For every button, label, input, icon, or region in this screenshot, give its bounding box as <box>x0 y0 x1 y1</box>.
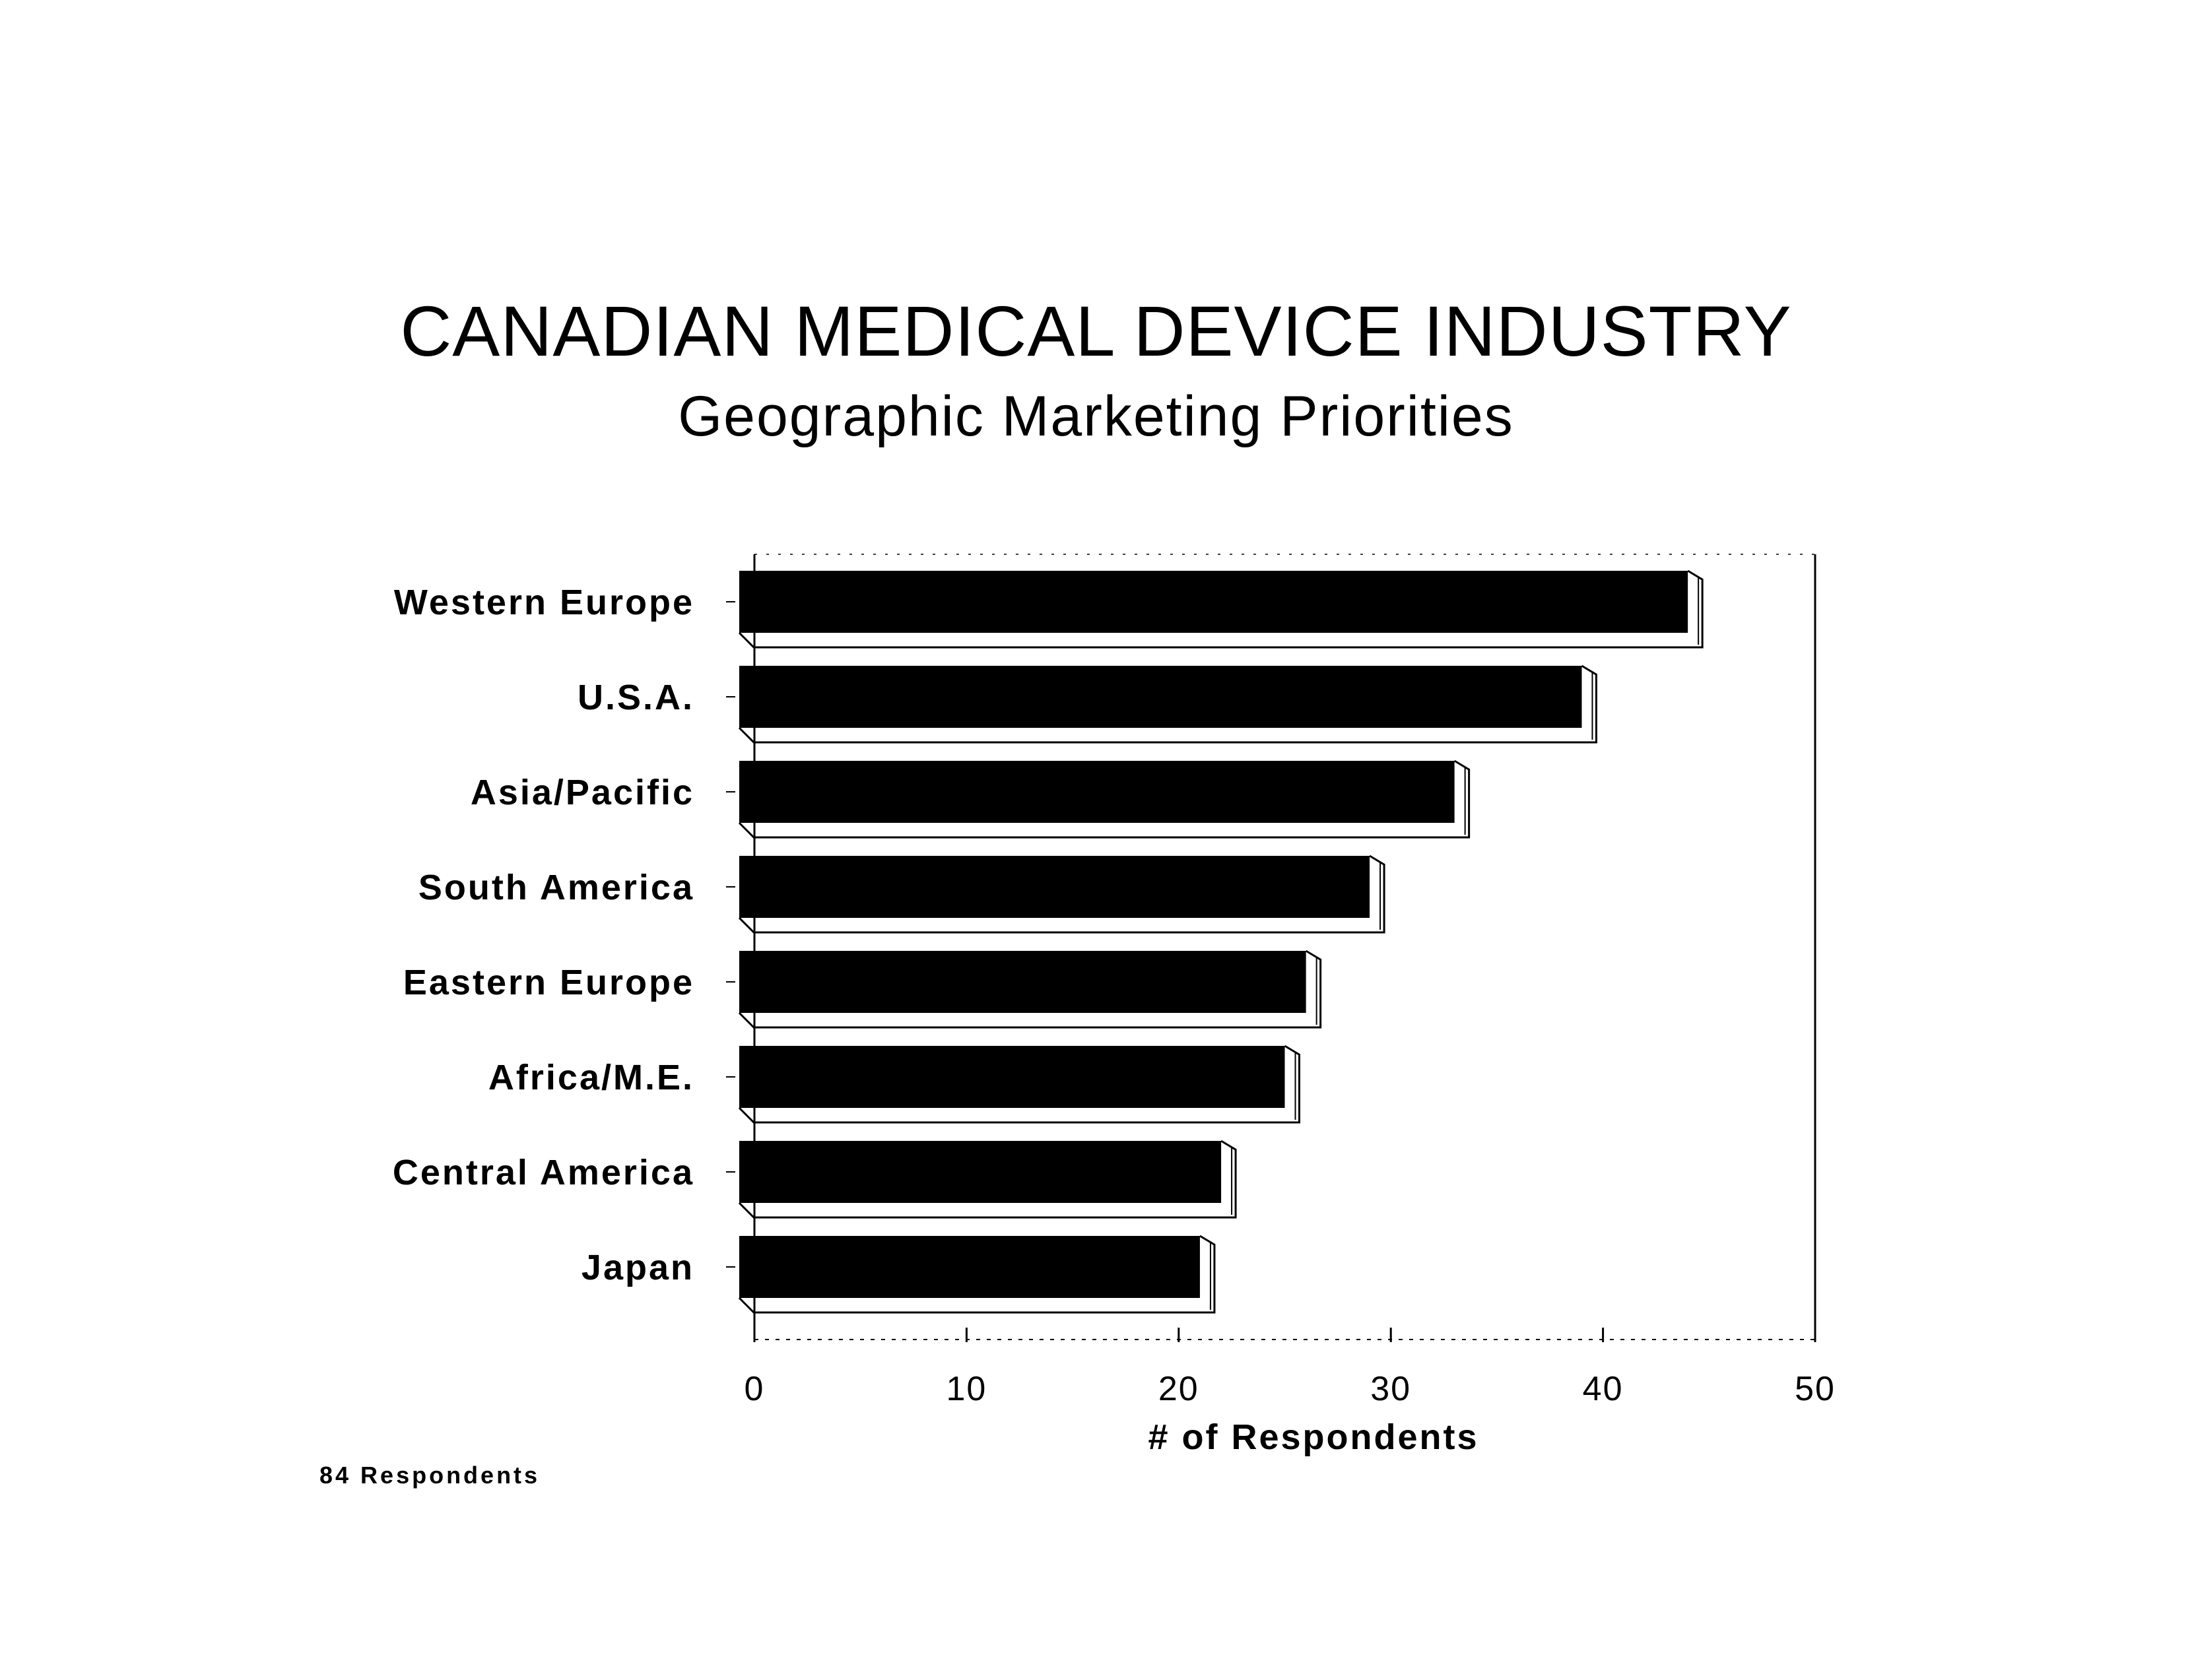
bar-shadow <box>738 950 1322 1029</box>
bar-group <box>726 1140 1237 1219</box>
bar-group <box>726 664 1597 744</box>
bar <box>739 1046 1285 1108</box>
bar-shadow <box>738 664 1597 744</box>
respondents-note: 84 Respondents <box>319 1462 541 1489</box>
bar-group <box>726 855 1385 934</box>
category-label: Western Europe <box>394 583 694 622</box>
x-tick-label: 10 <box>946 1370 987 1408</box>
bar-group <box>726 759 1471 839</box>
bar <box>739 951 1306 1013</box>
category-label: South America <box>418 868 694 907</box>
chart-bars <box>726 569 1704 1314</box>
bar <box>739 666 1582 728</box>
x-tick-label: 30 <box>1370 1370 1411 1408</box>
bar <box>739 1141 1222 1203</box>
chart-title: CANADIAN MEDICAL DEVICE INDUSTRY <box>400 291 1792 371</box>
x-tick-label: 0 <box>745 1370 765 1408</box>
category-label: U.S.A. <box>578 678 694 717</box>
x-tick-label: 50 <box>1795 1370 1836 1408</box>
bar-shadow <box>738 569 1704 649</box>
bar <box>739 571 1688 633</box>
bar-shadow <box>738 759 1471 839</box>
bar-group <box>726 1045 1300 1124</box>
chart-category-labels: Western Europe U.S.A. Asia/Pacific South Am… <box>393 583 694 1287</box>
bar <box>739 761 1455 823</box>
chart-subtitle: Geographic Marketing Priorities <box>678 385 1514 448</box>
bar-group <box>726 1235 1216 1314</box>
bar-group <box>726 950 1322 1029</box>
bar-group <box>726 569 1704 649</box>
x-tick-label: 40 <box>1583 1370 1624 1408</box>
chart-x-ticks: 0 10 20 30 40 50 <box>745 1328 1836 1408</box>
x-axis-title: # of Respondents <box>1148 1417 1478 1457</box>
category-label: Eastern Europe <box>403 963 694 1002</box>
x-tick-label: 20 <box>1158 1370 1199 1408</box>
category-label: Asia/Pacific <box>471 773 694 812</box>
category-label: Africa/M.E. <box>488 1058 694 1097</box>
bar <box>739 856 1370 918</box>
bar <box>739 1236 1200 1298</box>
category-label: Japan <box>581 1248 694 1287</box>
category-label: Central America <box>393 1153 694 1192</box>
bar-shadow <box>738 1235 1216 1314</box>
bar-shadow <box>738 1045 1300 1124</box>
